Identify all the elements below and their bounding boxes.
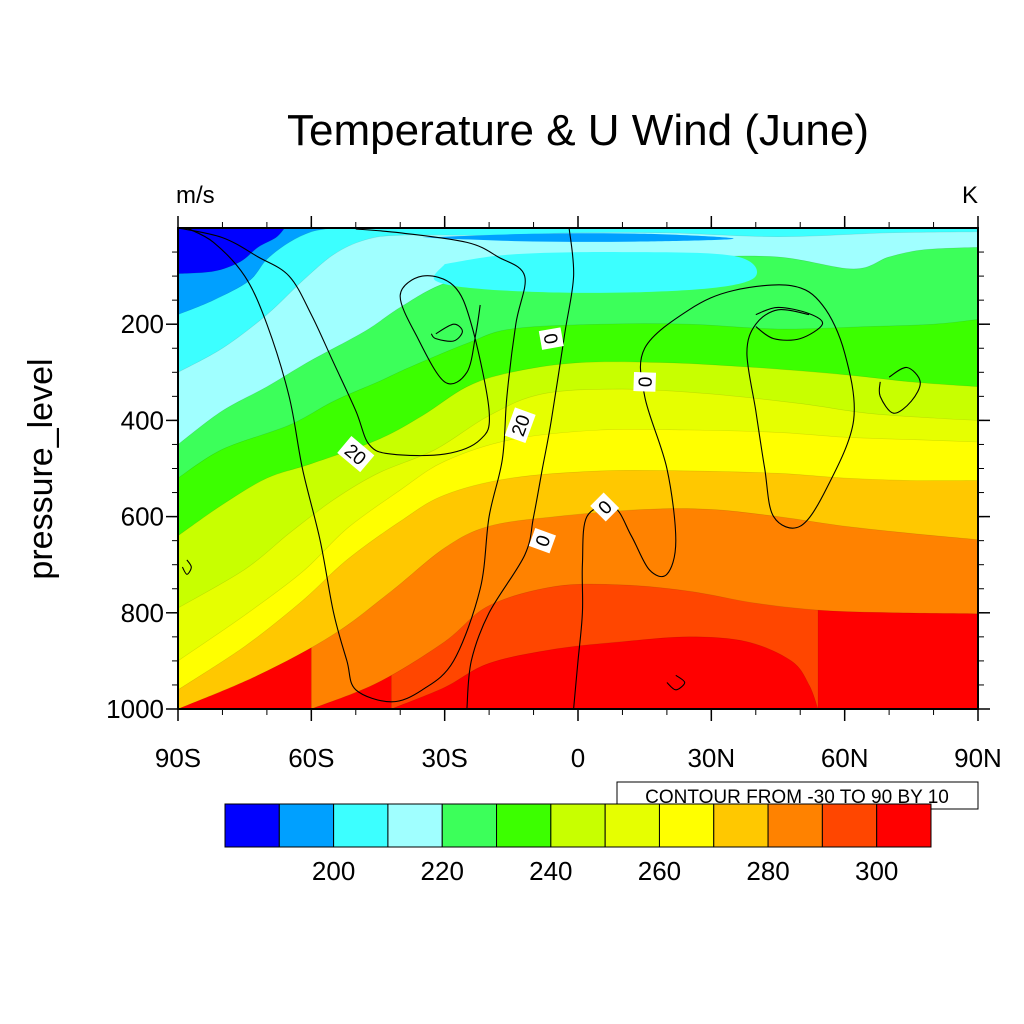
colorbar-box <box>333 803 389 848</box>
colorbar-box <box>387 803 443 848</box>
x-tick-label: 60N <box>821 743 869 773</box>
contour-label-box <box>538 327 564 350</box>
colorbar-label: 300 <box>855 856 898 886</box>
fill-band <box>524 695 756 709</box>
contour-label: 0 <box>633 372 657 392</box>
right-unit-label: K <box>962 182 978 209</box>
colorbar-label: 260 <box>638 856 681 886</box>
x-tick-label: 0 <box>571 743 585 773</box>
contour-label-text: 0 <box>636 376 657 387</box>
contour-line <box>178 228 491 457</box>
colorbar-box <box>876 803 932 848</box>
chart-title: Temperature & U Wind (June) <box>287 106 869 155</box>
colorbar-box <box>767 803 823 848</box>
contour-label-box <box>504 407 536 444</box>
contour-label-box <box>337 436 375 473</box>
colorbar-label: 200 <box>312 856 355 886</box>
colorbar-box <box>604 803 660 848</box>
left-unit-label: m/s <box>176 182 215 209</box>
x-tick-label: 60S <box>288 743 334 773</box>
contour-line <box>755 306 824 341</box>
fill-island <box>433 252 758 293</box>
contour-info-text: CONTOUR FROM -30 TO 90 BY 10 <box>645 787 949 808</box>
contour-line <box>878 366 921 414</box>
contour-label-box <box>528 528 556 554</box>
colorbar-label: 240 <box>529 856 572 886</box>
colorbar-box <box>658 803 715 848</box>
contour-line <box>666 674 686 691</box>
contour-label-text: 0 <box>539 332 562 346</box>
colorbar-box <box>224 803 280 848</box>
axis-ticks <box>166 216 990 721</box>
colorbar-box <box>821 803 878 848</box>
colorbar-label: 220 <box>421 856 464 886</box>
contour-label-box <box>633 372 657 392</box>
contour-line <box>430 323 463 342</box>
colorbar-box <box>278 803 335 848</box>
y-tick-label: 600 <box>121 502 164 532</box>
contour-label: 0 <box>538 327 564 350</box>
y-tick-label: 800 <box>121 598 164 628</box>
colorbar-box <box>441 803 498 848</box>
temperature-fill <box>178 228 978 709</box>
x-tick-label: 30N <box>687 743 735 773</box>
contour-line <box>181 559 192 575</box>
x-tick-label: 30S <box>422 743 468 773</box>
colorbar-box <box>496 803 552 848</box>
x-tick-label: 90N <box>954 743 1002 773</box>
fill-island <box>422 233 734 242</box>
colorbar-box <box>550 803 606 848</box>
y-tick-labels: 200 400 600 800 1000 <box>106 309 164 724</box>
colorbar <box>224 803 932 848</box>
contour-line <box>186 228 526 703</box>
x-tick-label: 90S <box>155 743 201 773</box>
contour-label: 0 <box>528 528 556 554</box>
y-tick-label: 1000 <box>106 694 164 724</box>
colorbar-box <box>713 803 769 848</box>
contour-label: 20 <box>504 407 536 444</box>
contour-line <box>466 228 575 709</box>
colorbar-labels: 200 220 240 260 280 300 <box>312 856 898 886</box>
x-tick-labels: 90S 60S 30S 0 30N 60N 90N <box>155 743 1002 773</box>
contour-label-box <box>590 492 620 522</box>
contour-label: 0 <box>590 492 620 522</box>
y-tick-label: 200 <box>121 309 164 339</box>
y-axis-label: pressure_level <box>22 358 60 579</box>
y-tick-label: 400 <box>121 405 164 435</box>
colorbar-label: 280 <box>746 856 789 886</box>
